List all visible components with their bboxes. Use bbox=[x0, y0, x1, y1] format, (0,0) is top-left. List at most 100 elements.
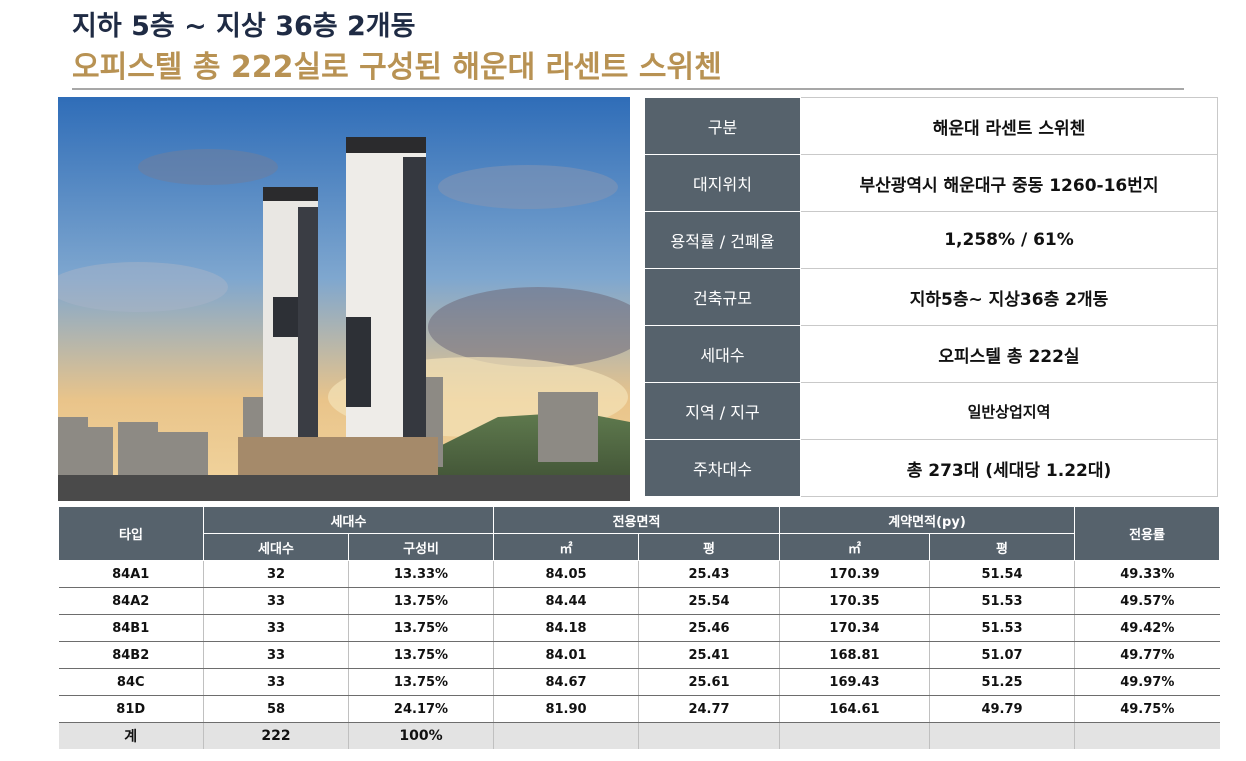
cell-composition: 24.17% bbox=[347, 695, 494, 723]
info-row: 용적률 / 건폐율 1,258% / 61% bbox=[644, 211, 1218, 269]
cell-exclusive-pyeong: 25.61 bbox=[638, 668, 780, 696]
table-row: 84B1 33 13.75% 84.18 25.46 170.34 51.53 … bbox=[58, 614, 1220, 642]
info-label: 구분 bbox=[644, 97, 801, 155]
info-value: 1,258% / 61% bbox=[800, 211, 1218, 269]
heading-divider bbox=[72, 88, 1184, 90]
subheader-households-count: 세대수 bbox=[203, 533, 349, 561]
info-row: 지역 / 지구 일반상업지역 bbox=[644, 382, 1218, 440]
cell-contract-pyeong: 51.53 bbox=[929, 614, 1075, 642]
cell-contract-sqm: 168.81 bbox=[779, 641, 930, 669]
info-row: 주차대수 총 273대 (세대당 1.22대) bbox=[644, 439, 1218, 497]
cell-ratio: 49.77% bbox=[1074, 641, 1220, 669]
header-type: 타입 bbox=[58, 506, 204, 561]
info-row: 세대수 오피스텔 총 222실 bbox=[644, 325, 1218, 383]
cell-exclusive-pyeong: 25.54 bbox=[638, 587, 780, 615]
cell-contract-sqm: 170.34 bbox=[779, 614, 930, 642]
cell-composition: 13.75% bbox=[347, 614, 494, 642]
info-value: 해운대 라센트 스위첸 bbox=[800, 97, 1218, 155]
cell-type: 81D bbox=[58, 695, 204, 723]
cell-ratio: 49.33% bbox=[1074, 560, 1220, 588]
cell-contract-pyeong: 49.79 bbox=[929, 695, 1075, 723]
info-value: 부산광역시 해운대구 중동 1260-16번지 bbox=[800, 154, 1218, 212]
table-row: 84A1 32 13.33% 84.05 25.43 170.39 51.54 … bbox=[58, 560, 1220, 588]
header-exclusive-area: 전용면적 bbox=[493, 506, 781, 534]
info-value: 오피스텔 총 222실 bbox=[800, 325, 1218, 383]
info-label: 세대수 bbox=[644, 325, 801, 383]
cell-exclusive-sqm: 84.44 bbox=[493, 587, 639, 615]
cell-contract-sqm: 170.39 bbox=[779, 560, 930, 588]
cell-contract-sqm: 169.43 bbox=[779, 668, 930, 696]
cell-total-households: 222 bbox=[203, 722, 349, 749]
info-label: 주차대수 bbox=[644, 439, 801, 497]
cell-exclusive-pyeong: 25.43 bbox=[638, 560, 780, 588]
cell-households: 32 bbox=[203, 560, 349, 588]
info-label: 용적률 / 건폐율 bbox=[644, 211, 801, 269]
cell-composition: 13.75% bbox=[347, 587, 494, 615]
cell-contract-pyeong: 51.54 bbox=[929, 560, 1075, 588]
cell-households: 58 bbox=[203, 695, 349, 723]
cell-exclusive-sqm: 81.90 bbox=[493, 695, 639, 723]
cell-households: 33 bbox=[203, 668, 349, 696]
cell-contract-sqm: 170.35 bbox=[779, 587, 930, 615]
cell-composition: 13.33% bbox=[347, 560, 494, 588]
cell-exclusive-pyeong: 25.41 bbox=[638, 641, 780, 669]
subheader-contract-sqm: ㎡ bbox=[779, 533, 931, 561]
cell-total-empty bbox=[493, 722, 639, 749]
cell-contract-sqm: 164.61 bbox=[779, 695, 930, 723]
cell-exclusive-sqm: 84.01 bbox=[493, 641, 639, 669]
table-row: 81D 58 24.17% 81.90 24.77 164.61 49.79 4… bbox=[58, 695, 1220, 723]
header-households: 세대수 bbox=[202, 506, 495, 534]
cell-households: 33 bbox=[203, 641, 349, 669]
info-value: 지하5층~ 지상36층 2개동 bbox=[800, 268, 1218, 326]
cell-type: 84A1 bbox=[58, 560, 204, 588]
header-contract-area: 계약면적(py) bbox=[779, 506, 1076, 534]
info-row: 대지위치 부산광역시 해운대구 중동 1260-16번지 bbox=[644, 154, 1218, 212]
cell-type: 84B1 bbox=[58, 614, 204, 642]
cell-households: 33 bbox=[203, 614, 349, 642]
cell-exclusive-pyeong: 25.46 bbox=[638, 614, 780, 642]
cell-total-empty bbox=[779, 722, 930, 749]
info-value: 총 273대 (세대당 1.22대) bbox=[800, 439, 1218, 497]
heading-line1: 지하 5층 ~ 지상 36층 2개동 bbox=[72, 11, 416, 42]
cell-type: 84C bbox=[58, 668, 204, 696]
cell-exclusive-sqm: 84.67 bbox=[493, 668, 639, 696]
cell-type: 84A2 bbox=[58, 587, 204, 615]
cell-ratio: 49.75% bbox=[1074, 695, 1220, 723]
cell-ratio: 49.42% bbox=[1074, 614, 1220, 642]
info-label: 지역 / 지구 bbox=[644, 382, 801, 440]
info-value: 일반상업지역 bbox=[800, 382, 1218, 440]
cell-exclusive-sqm: 84.05 bbox=[493, 560, 639, 588]
info-label: 대지위치 bbox=[644, 154, 801, 212]
subheader-composition: 구성비 bbox=[347, 533, 495, 561]
info-label: 건축규모 bbox=[644, 268, 801, 326]
cell-composition: 13.75% bbox=[347, 641, 494, 669]
cell-total-label: 계 bbox=[58, 722, 204, 749]
cell-type: 84B2 bbox=[58, 641, 204, 669]
cell-ratio: 49.97% bbox=[1074, 668, 1220, 696]
cell-exclusive-pyeong: 24.77 bbox=[638, 695, 780, 723]
table-row: 84A2 33 13.75% 84.44 25.54 170.35 51.53 … bbox=[58, 587, 1220, 615]
cell-contract-pyeong: 51.07 bbox=[929, 641, 1075, 669]
cell-households: 33 bbox=[203, 587, 349, 615]
cell-total-empty bbox=[1074, 722, 1220, 749]
unit-type-table: 타입 세대수 전용면적 계약면적(py) 전용률 세대수 구성비 ㎡ 평 ㎡ 평… bbox=[58, 506, 1221, 749]
header-ratio: 전용률 bbox=[1074, 506, 1221, 561]
cell-total-empty bbox=[638, 722, 780, 749]
subheader-exclusive-sqm: ㎡ bbox=[493, 533, 640, 561]
project-info-table: 구분 해운대 라센트 스위첸 대지위치 부산광역시 해운대구 중동 1260-1… bbox=[644, 97, 1218, 497]
table-row: 84B2 33 13.75% 84.01 25.41 168.81 51.07 … bbox=[58, 641, 1220, 669]
info-row: 구분 해운대 라센트 스위첸 bbox=[644, 97, 1218, 155]
subheader-exclusive-pyeong: 평 bbox=[638, 533, 781, 561]
subheader-contract-pyeong: 평 bbox=[929, 533, 1076, 561]
cell-exclusive-sqm: 84.18 bbox=[493, 614, 639, 642]
cell-ratio: 49.57% bbox=[1074, 587, 1220, 615]
cell-total-empty bbox=[929, 722, 1075, 749]
info-row: 건축규모 지하5층~ 지상36층 2개동 bbox=[644, 268, 1218, 326]
table-row: 84C 33 13.75% 84.67 25.61 169.43 51.25 4… bbox=[58, 668, 1220, 696]
total-row: 계 222 100% bbox=[58, 722, 1220, 749]
cell-total-composition: 100% bbox=[347, 722, 494, 749]
cell-composition: 13.75% bbox=[347, 668, 494, 696]
cell-contract-pyeong: 51.25 bbox=[929, 668, 1075, 696]
building-rendering-image bbox=[58, 97, 630, 501]
cell-contract-pyeong: 51.53 bbox=[929, 587, 1075, 615]
